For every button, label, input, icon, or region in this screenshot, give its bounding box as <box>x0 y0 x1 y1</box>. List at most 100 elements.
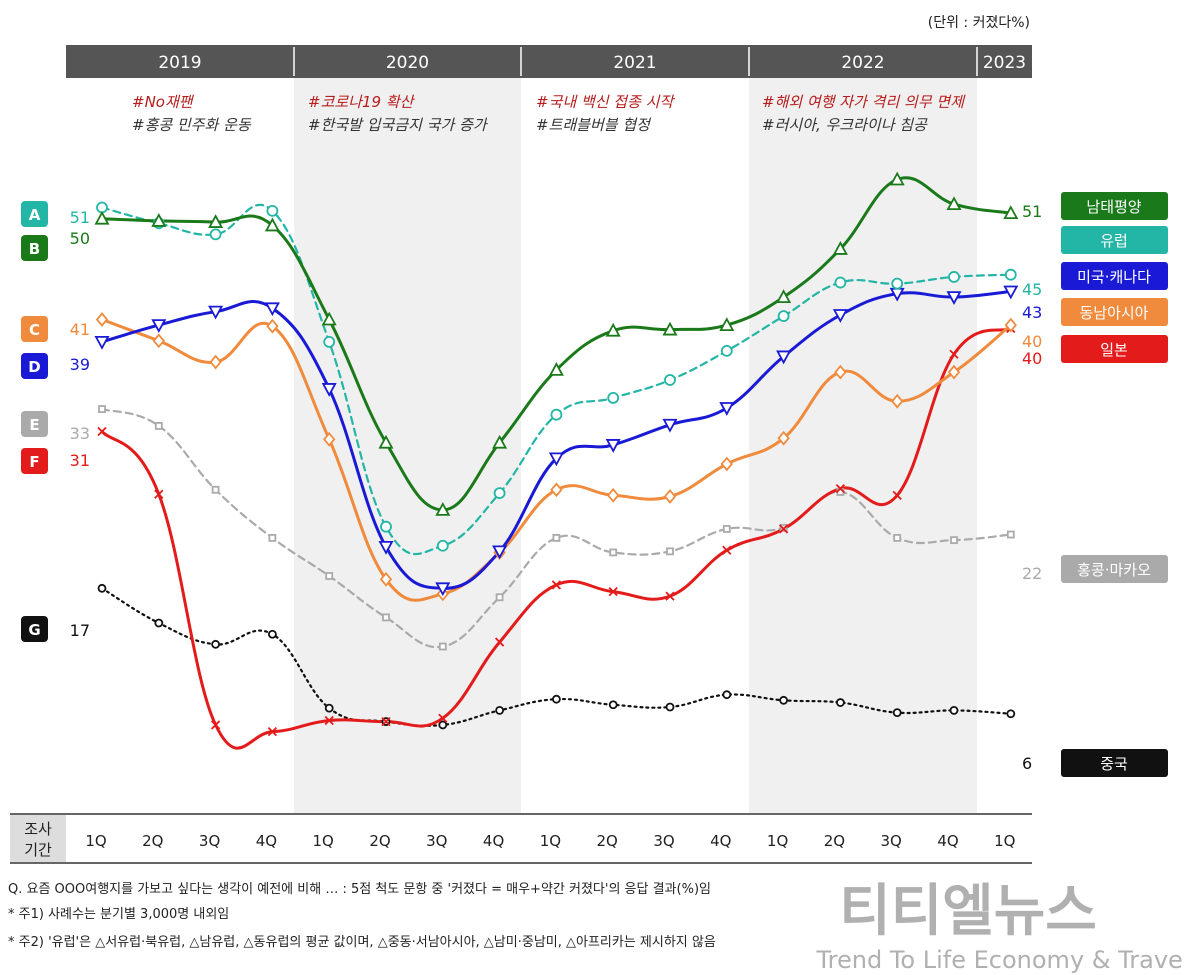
data-point <box>208 305 224 320</box>
data-point <box>552 694 561 704</box>
watermark: 티티엘뉴스 Trend To Life Economy & Travel <box>816 879 1185 974</box>
end-value-label: 43 <box>1022 303 1042 322</box>
series-badge <box>21 353 48 379</box>
x-tick-label: 3Q <box>653 832 674 850</box>
footnote: Q. 요즘 OOO여행지를 가보고 싶다는 생각이 예전에 비해 … : 5점 … <box>8 881 711 897</box>
data-point <box>836 698 845 707</box>
footnotes: Q. 요즘 OOO여행지를 가보고 싶다는 생각이 예전에 비해 … : 5점 … <box>8 881 716 950</box>
x-tick-label: 4Q <box>710 832 731 850</box>
data-point <box>151 319 167 333</box>
x-tick-label: 1Q <box>313 832 334 850</box>
end-value-label: 40 <box>1022 332 1042 351</box>
data-point <box>608 700 618 710</box>
series-badge-letter: B <box>29 240 40 258</box>
event-headline: #국내 백신 접종 시작 <box>536 93 675 111</box>
x-tick-label: 3Q <box>426 832 447 850</box>
data-point <box>1003 205 1019 220</box>
data-point <box>1003 285 1019 300</box>
data-point <box>892 708 902 718</box>
data-point <box>947 364 961 380</box>
x-tick-label: 1Q <box>540 832 561 850</box>
data-point <box>154 489 164 499</box>
series-line <box>100 408 1012 649</box>
data-point <box>949 349 959 359</box>
data-point <box>889 171 905 186</box>
data-point <box>379 571 393 587</box>
data-point <box>548 362 564 376</box>
start-value-label: 50 <box>70 229 90 248</box>
data-point <box>382 613 390 622</box>
data-point <box>211 485 220 494</box>
data-point <box>1004 317 1017 333</box>
data-point <box>832 309 848 323</box>
data-point <box>834 364 847 380</box>
legend-label: 홍콩·마카오 <box>1077 561 1151 579</box>
data-point <box>264 302 280 317</box>
legend-item <box>1061 262 1168 290</box>
x-tick-label: 2Q <box>824 832 845 850</box>
data-point <box>891 277 904 290</box>
end-value-label: 51 <box>1022 202 1042 221</box>
data-point <box>492 545 508 560</box>
legend-label: 일본 <box>1100 341 1128 359</box>
end-value-label: 6 <box>1022 754 1032 773</box>
series-badge <box>21 201 48 227</box>
data-point <box>436 539 449 552</box>
data-point <box>267 727 278 737</box>
data-point <box>779 695 788 705</box>
data-point <box>949 705 959 715</box>
data-point <box>607 391 620 404</box>
watermark-subtitle: Trend To Life Economy & Travel <box>816 946 1185 974</box>
x-tick-label: 1Q <box>767 832 788 850</box>
x-tick-label: 3Q <box>199 832 220 850</box>
series-line <box>100 318 1013 602</box>
event-headline: #코로나19 확산 <box>308 93 416 111</box>
x-axis-title-box <box>10 815 66 862</box>
data-point <box>719 402 735 416</box>
year-label: 2021 <box>613 53 656 73</box>
data-point <box>662 418 678 433</box>
x-axis-title-line1: 조사 <box>24 820 52 838</box>
data-point <box>778 524 789 534</box>
data-point <box>438 713 448 723</box>
data-point <box>324 703 334 713</box>
data-point <box>892 490 902 500</box>
value-labels: 50 51 51 45 39 43 41 40 31 40 33 22 17 6 <box>70 202 1043 773</box>
data-point <box>663 489 677 504</box>
data-point <box>323 335 336 348</box>
legend-label: 미국·캐나다 <box>1077 268 1151 286</box>
data-point <box>321 311 337 326</box>
data-point <box>495 593 504 602</box>
end-value-label: 40 <box>1022 349 1042 368</box>
data-point <box>492 434 508 449</box>
start-value-label: 41 <box>70 320 90 339</box>
data-point <box>722 525 731 533</box>
data-point <box>722 690 732 700</box>
end-value-label: 22 <box>1022 564 1042 583</box>
data-point <box>665 702 675 712</box>
data-point <box>323 431 336 447</box>
data-point <box>324 715 334 726</box>
data-point <box>381 716 391 727</box>
series-badge <box>21 316 48 342</box>
data-point <box>210 720 221 730</box>
event-subline: #러시아, 우크라이나 침공 <box>762 116 928 134</box>
legend-item <box>1061 298 1168 326</box>
data-point <box>552 534 561 542</box>
data-point <box>835 483 846 494</box>
data-point <box>493 487 506 500</box>
data-point <box>1004 268 1017 281</box>
data-point <box>719 317 735 332</box>
year-header-background <box>66 45 1032 78</box>
event-headline: #해외 여행 자가 격리 의무 면제 <box>762 93 966 111</box>
data-point <box>98 405 106 414</box>
data-point <box>378 434 394 449</box>
data-point <box>1006 709 1016 719</box>
data-point <box>494 637 505 647</box>
series-badge-letter: D <box>28 358 40 376</box>
data-point <box>550 482 563 498</box>
data-point <box>948 271 960 283</box>
